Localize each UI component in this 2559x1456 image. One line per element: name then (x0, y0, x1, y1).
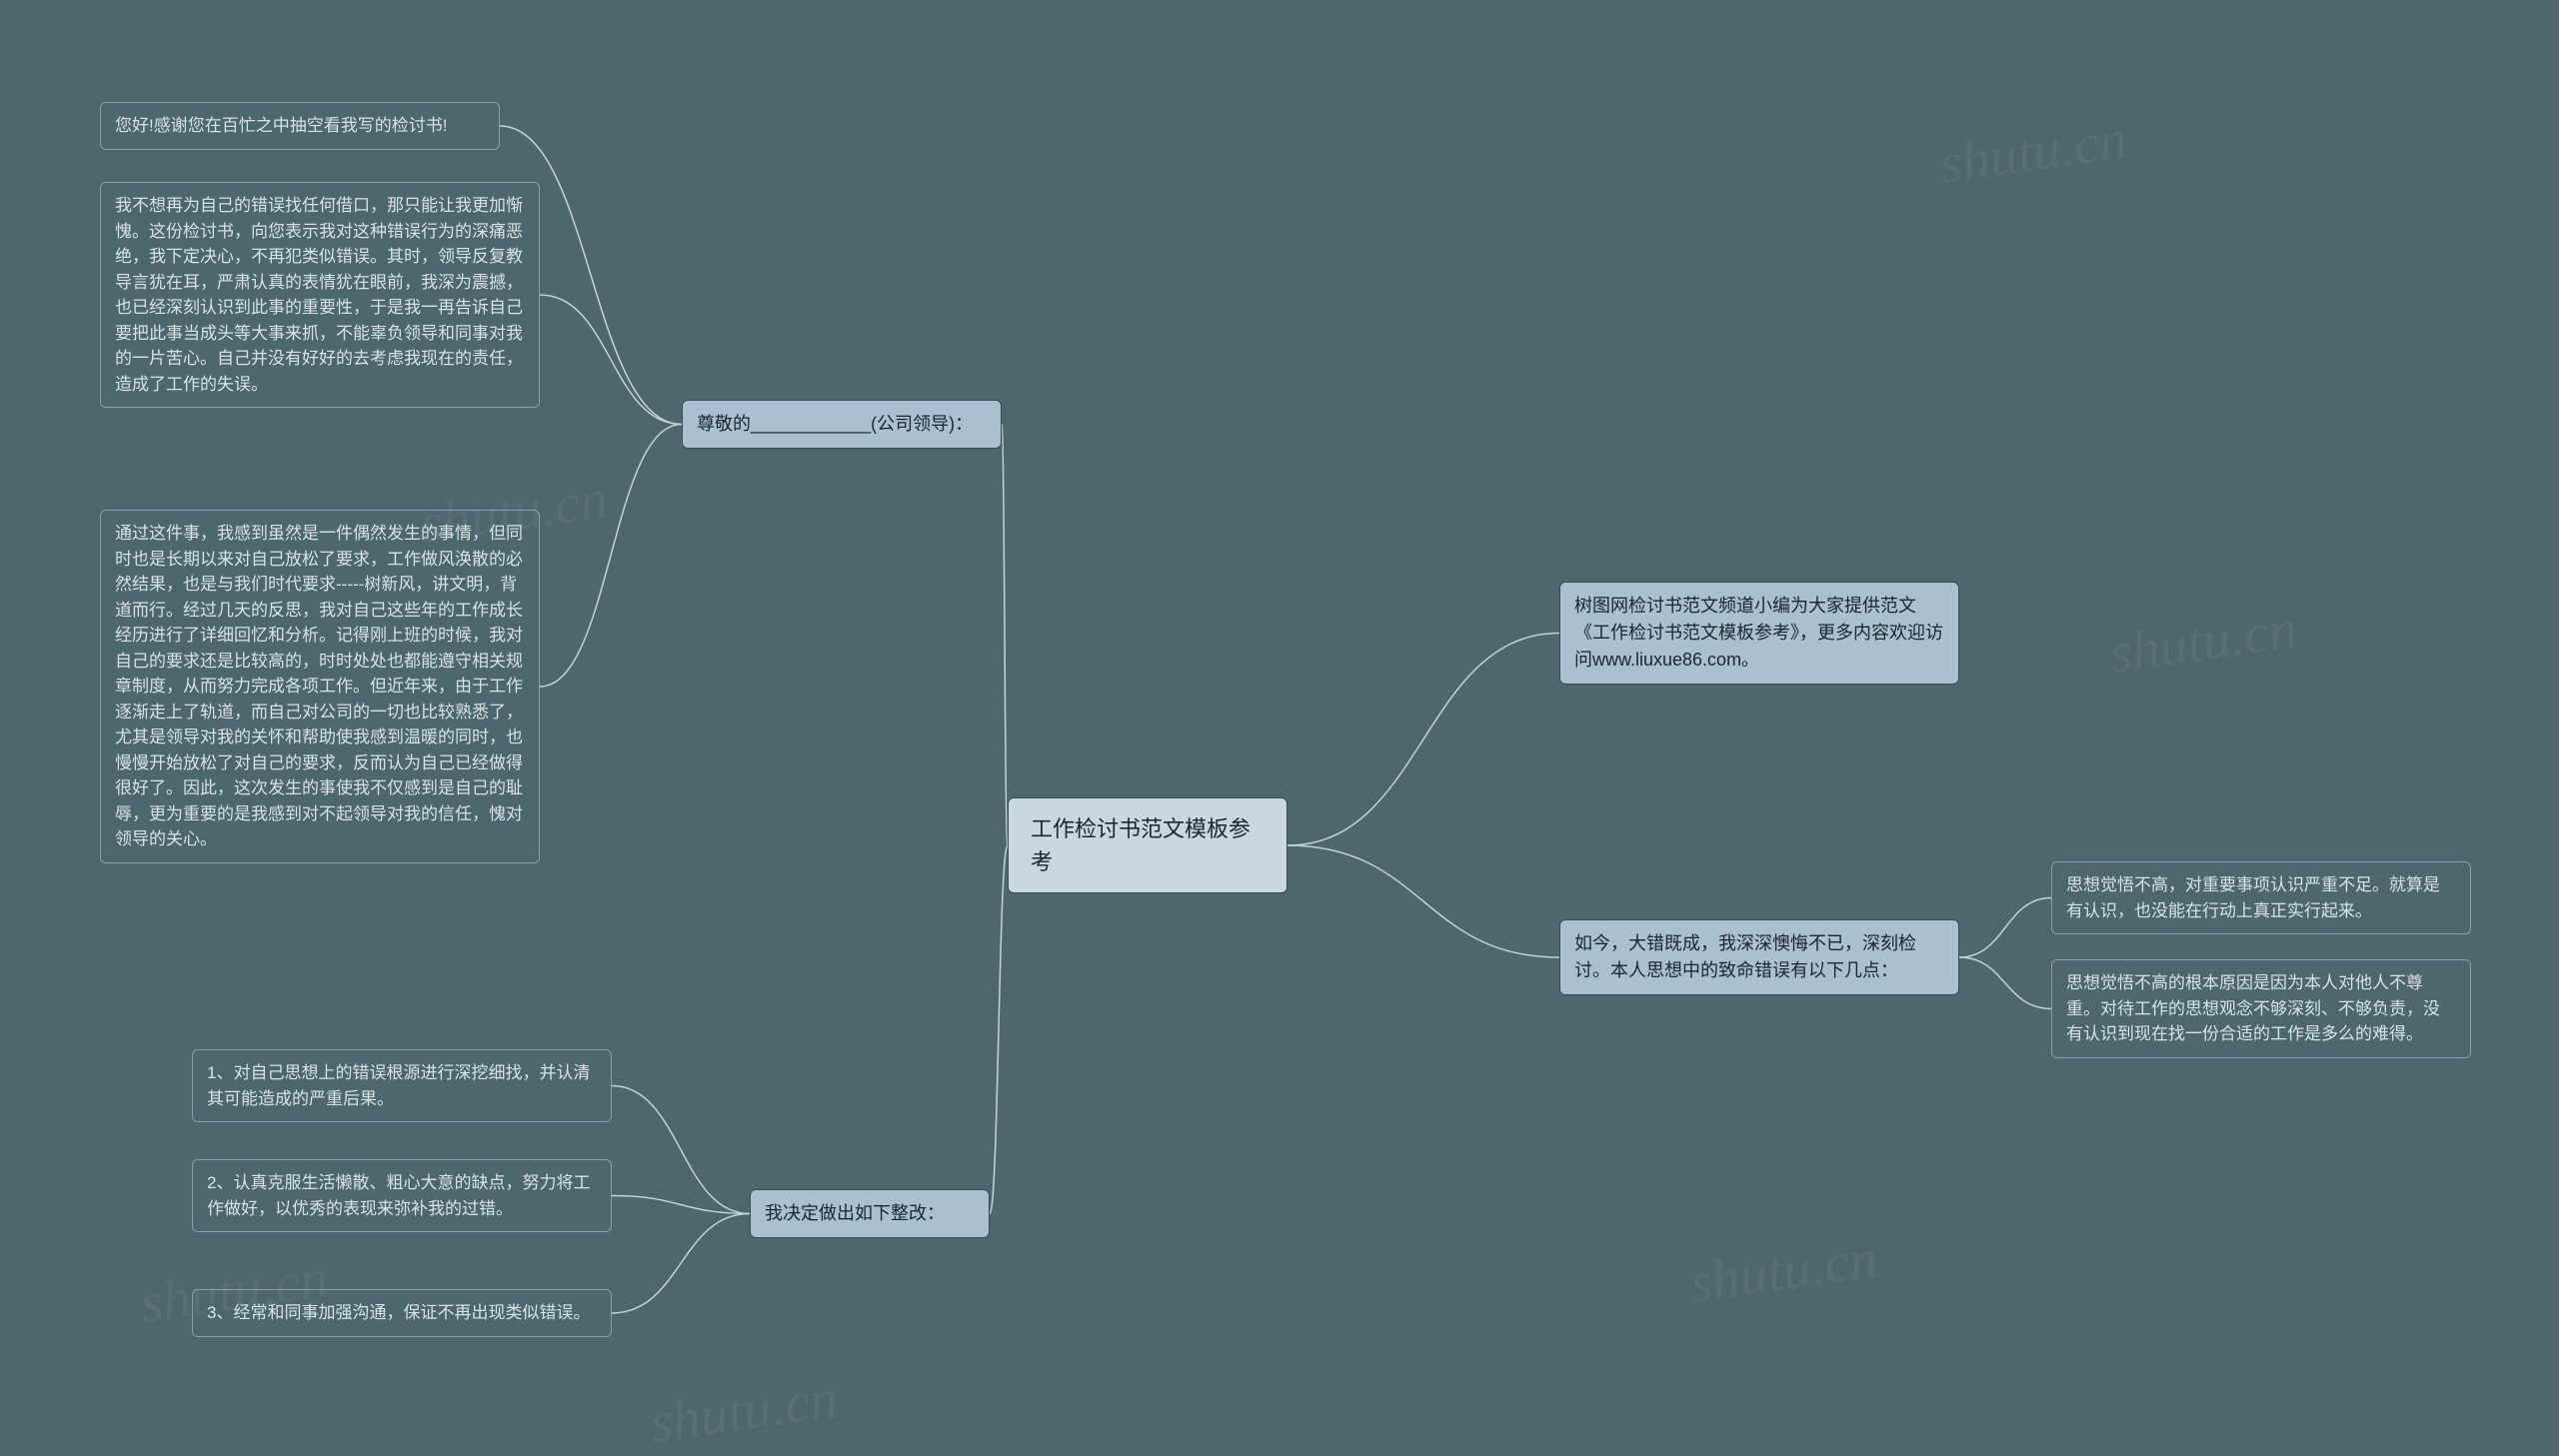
edge (1287, 634, 1559, 846)
leaf-l1b[interactable]: 我不想再为自己的错误找任何借口，那只能让我更加惭愧。这份检讨书，向您表示我对这种… (100, 182, 540, 408)
branch-r2[interactable]: 如今，大错既成，我深深懊悔不已，深刻检讨。本人思想中的致命错误有以下几点： (1559, 919, 1959, 995)
leaf-r2a[interactable]: 思想觉悟不高，对重要事项认识严重不足。就算是有认识，也没能在行动上真正实行起来。 (2051, 861, 2471, 934)
edge (612, 1196, 750, 1214)
leaf-l2a[interactable]: 1、对自己思想上的错误根源进行深挖细找，并认清其可能造成的严重后果。 (192, 1049, 612, 1122)
edge (1287, 845, 1559, 957)
watermark-text: shutu.cn (1685, 1226, 1880, 1316)
edge (1959, 957, 2051, 1009)
leaf-l2c[interactable]: 3、经常和同事加强沟通，保证不再出现类似错误。 (192, 1289, 612, 1337)
edge (612, 1086, 750, 1214)
branch-r1[interactable]: 树图网检讨书范文频道小编为大家提供范文《工作检讨书范文模板参考》，更多内容欢迎访… (1559, 582, 1959, 685)
branch-l2[interactable]: 我决定做出如下整改： (750, 1189, 990, 1238)
watermark-text: shutu.cn (1935, 107, 2130, 197)
edge (1002, 425, 1008, 846)
edge (540, 295, 682, 425)
leaf-l1a[interactable]: 您好!感谢您在百忙之中抽空看我写的检讨书! (100, 102, 500, 150)
center-node[interactable]: 工作检讨书范文模板参考 (1008, 797, 1287, 893)
edge (1959, 898, 2051, 958)
watermark-text: shutu.cn (2105, 597, 2300, 687)
leaf-l1c[interactable]: 通过这件事，我感到虽然是一件偶然发生的事情，但同时也是长期以来对自己放松了要求，… (100, 510, 540, 863)
branch-l1[interactable]: 尊敬的____________(公司领导)： (682, 400, 1002, 449)
leaf-r2b[interactable]: 思想觉悟不高的根本原因是因为本人对他人不尊重。对待工作的思想观念不够深刻、不够负… (2051, 959, 2471, 1058)
leaf-l2b[interactable]: 2、认真克服生活懒散、粗心大意的缺点，努力将工作做好，以优秀的表现来弥补我的过错… (192, 1159, 612, 1232)
edge (990, 845, 1008, 1214)
watermark-text: shutu.cn (646, 1366, 841, 1456)
edge (612, 1214, 750, 1314)
edge (540, 425, 682, 688)
